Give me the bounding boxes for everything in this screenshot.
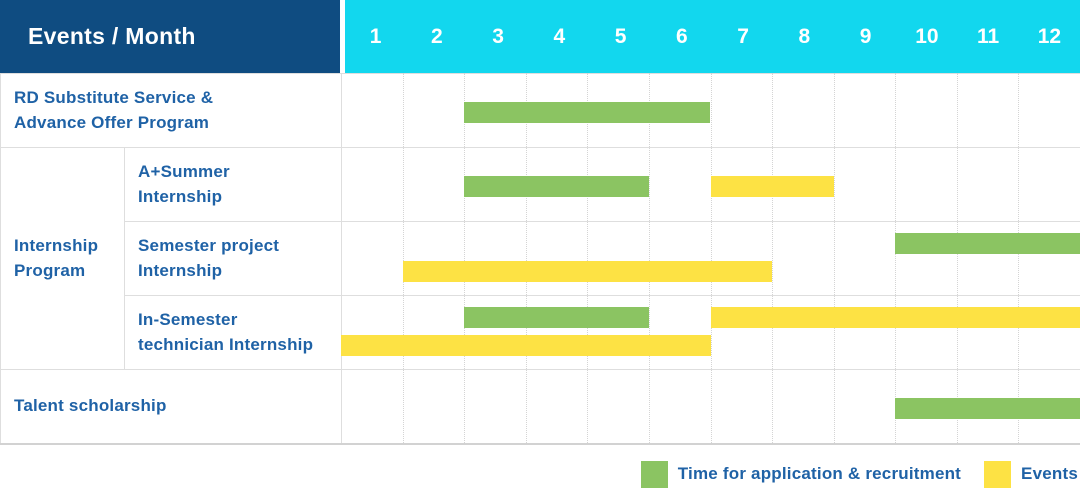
legend-label-events: Events: [1021, 464, 1078, 483]
legend-label-application: Time for application & recruitment: [677, 464, 962, 483]
row-label-talent-scholarship: Talent scholarship: [14, 396, 167, 416]
corner-header: Events / Month: [0, 0, 340, 73]
row-gridline: [0, 73, 1080, 74]
month-gridline: [648, 73, 650, 443]
month-header-cell: 4: [553, 24, 566, 48]
legend-swatch-application: [640, 460, 668, 488]
legend: Time for application & recruitment Event…: [640, 458, 1078, 490]
month-header-cell: 10: [915, 24, 939, 48]
month-header-cell: 1: [369, 24, 382, 48]
corner-header-label: Events / Month: [28, 23, 196, 49]
month-gridline: [833, 73, 835, 443]
row-label-semester-project: Semester project Internship: [138, 235, 280, 281]
row-gridline: [124, 221, 1080, 222]
row-label-in-semester-technician: In-Semester technician Internship: [138, 309, 314, 355]
row-gridline: [0, 369, 1080, 370]
month-header-cell: 9: [859, 24, 872, 48]
month-gridline: [525, 73, 527, 443]
gantt-bar-application: [464, 176, 649, 197]
row-gridline: [124, 295, 1080, 296]
group-label-internship-program: Internship Program: [14, 235, 99, 281]
table-left-border: [0, 73, 1, 443]
month-header-cell: 8: [798, 24, 811, 48]
gantt-bar-application: [895, 398, 1080, 419]
label-chart-border: [341, 73, 342, 443]
month-gridline: [895, 73, 897, 443]
gantt-bar-application: [895, 233, 1080, 254]
month-gridline: [772, 73, 774, 443]
group-column-border: [124, 147, 125, 369]
month-gridline: [402, 73, 404, 443]
month-gridline: [1018, 73, 1020, 443]
month-header-cell: 7: [737, 24, 749, 48]
gantt-bar-events: [710, 176, 834, 197]
legend-swatch-events: [984, 460, 1012, 488]
row-gridline: [0, 147, 1080, 148]
row-gridline: [0, 443, 1080, 445]
month-header-row: 1 2 3 4 5 6 7 8 9 10 11 12: [345, 0, 1080, 73]
row-label-a-plus-summer: A+Summer Internship: [138, 161, 230, 207]
month-header-cell: 12: [1037, 24, 1062, 48]
month-gridline: [956, 73, 958, 443]
gantt-bar-application: [464, 102, 711, 123]
month-header-cell: 2: [431, 24, 443, 48]
row-label-rd-substitute: RD Substitute Service & Advance Offer Pr…: [14, 87, 214, 133]
month-header-cell: 11: [977, 24, 1000, 48]
month-header-cell: 3: [492, 24, 504, 48]
gantt-bar-events: [402, 261, 773, 282]
month-gridline: [710, 73, 712, 443]
month-header-cell: 6: [676, 24, 688, 48]
gantt-bar-events: [710, 307, 1080, 328]
month-header-cell: 5: [614, 24, 627, 48]
month-gridline: [587, 73, 589, 443]
gantt-bar-events: [341, 335, 711, 356]
gantt-bar-application: [464, 307, 649, 328]
month-gridline: [464, 73, 466, 443]
